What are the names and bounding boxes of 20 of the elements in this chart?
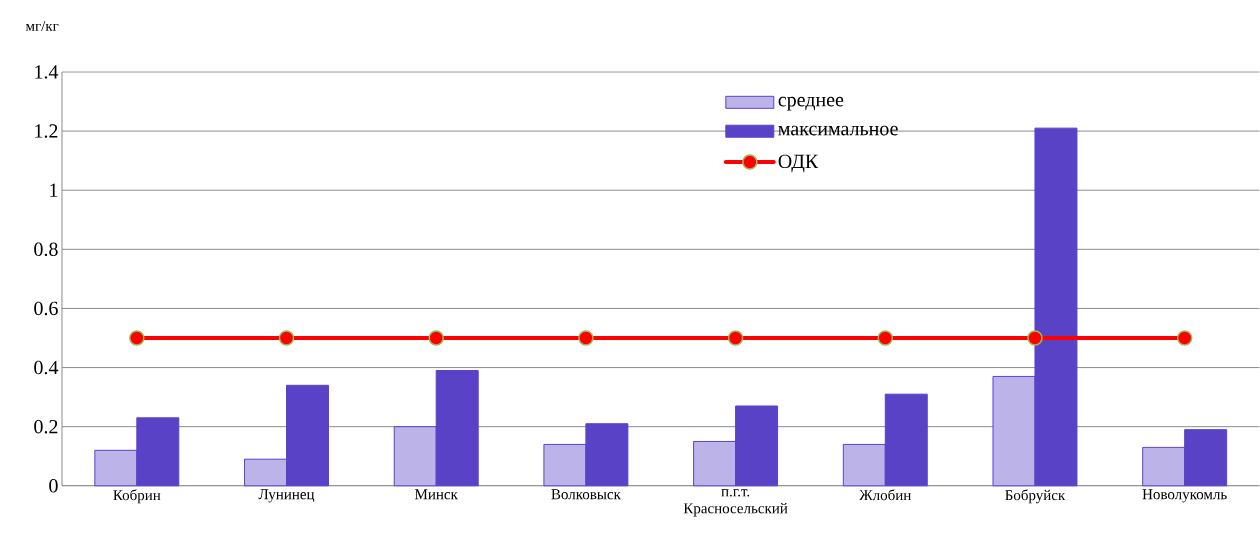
y-tick-label: 1.4 [35,65,59,79]
y-tick-label: 0.4 [34,360,59,375]
y-tick-label: 1.2 [35,124,58,138]
x-tick-label: Лунинец [258,489,315,503]
y-tick-label: 0 [49,479,58,493]
y-axis-title: мг/кг [25,21,59,32]
legend-label: максимальное [778,125,898,136]
x-tick-label: Кобрин [113,489,161,504]
y-tick-label: 1 [50,183,58,197]
x-tick-label: Минск [414,489,458,500]
y-tick-label: 0.8 [34,242,58,257]
x-tick-label: п.г.т. Красносельский [683,489,788,517]
legend-label: среднее [778,96,844,111]
x-tick-label: Жлобин [859,489,911,501]
legend-label: ОДК [778,154,819,173]
x-tick-label: Волковыск [551,489,621,500]
y-tick-label: 0.2 [34,420,58,434]
x-tick-label: Бобруйск [1005,489,1066,504]
y-tick-label: 0.6 [34,301,58,316]
x-tick-label: Новолукомль [1142,489,1227,503]
